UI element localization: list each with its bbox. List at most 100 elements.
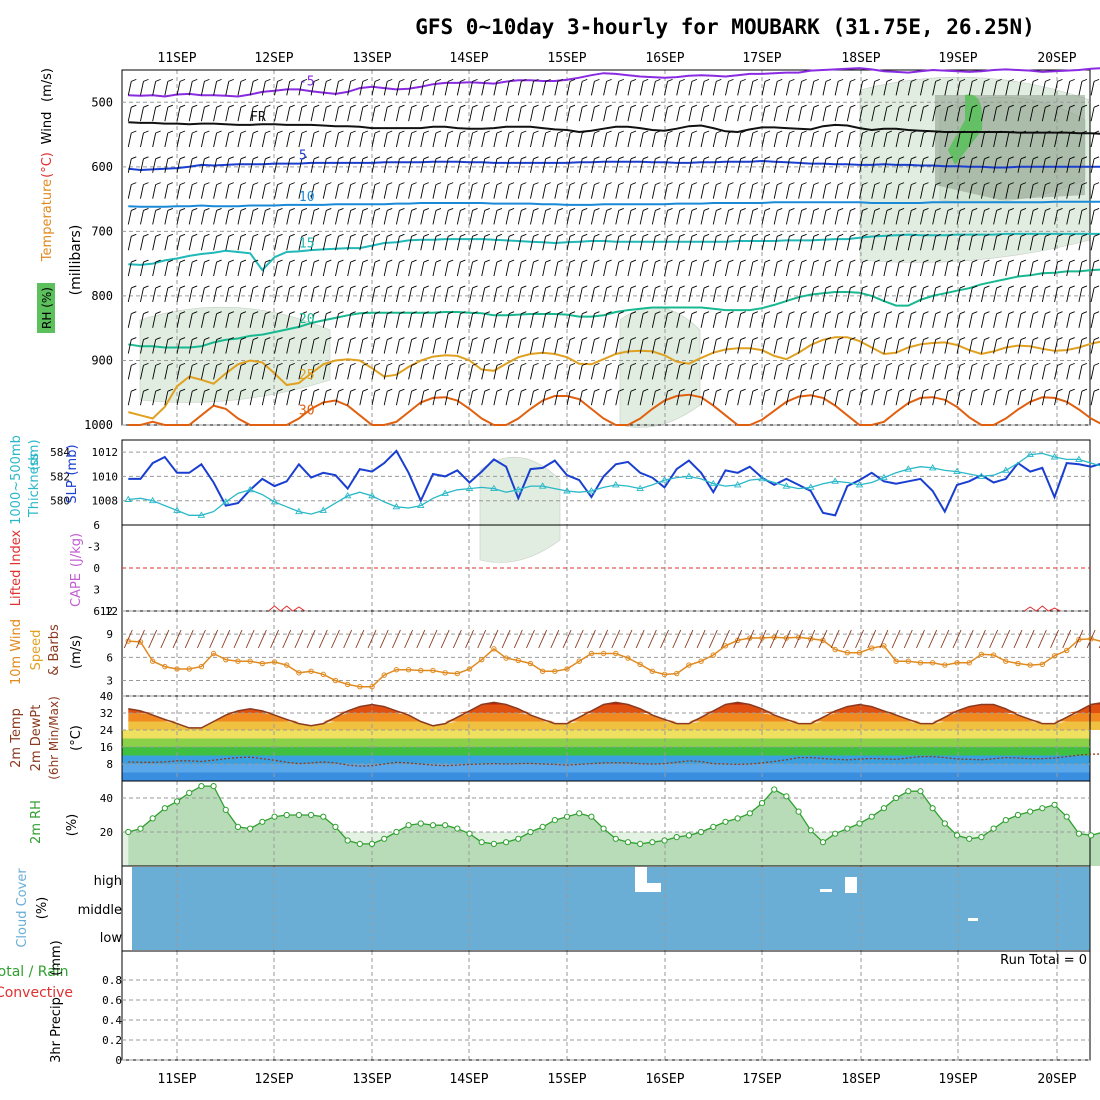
wind-barb-flag [167,233,174,237]
wind-barb [359,313,364,328]
wind-barb [688,339,693,354]
wind-barb-flag [338,78,344,82]
wind10-marker [661,671,668,678]
wind-barb [469,107,473,122]
wind-barb [237,391,242,406]
rh2m-marker [661,837,668,844]
wind-barb-flag [972,78,978,82]
wind-barb-flag [313,337,320,340]
wind-barb-flag [545,337,551,340]
wind-barb-flag [265,130,271,134]
wind-barb [603,107,608,122]
wind-barb-flag [1093,311,1100,315]
wind-barb-flag [703,285,710,289]
wind-barb-flag [338,130,344,134]
wind-barb-flag [374,208,381,211]
wind10-barb [769,629,779,649]
wind10-barb [148,629,158,649]
wind-barb [920,158,924,173]
wind-barb-flag [935,285,941,289]
wind-barb [469,132,473,148]
wind10-barb [209,629,219,649]
rh-label-2m: 2m RH [29,800,44,844]
wind10-barb [976,629,986,649]
wind-barb-flag [533,78,539,82]
wind-barb-flag [192,337,198,340]
wind-barb [895,313,900,328]
wind-barb-flag [923,233,929,237]
wind-barb-flag [911,78,917,82]
wind-barb [554,210,559,225]
rh2m-marker [393,828,400,836]
wind-barb-flag [399,208,405,211]
wind-barb-flag [1020,337,1027,340]
wind-barb [493,365,498,380]
wind-barb [980,339,985,354]
wind-barb-flag [898,182,905,186]
wind-barb [578,287,583,303]
wind-barb-flag [618,337,624,340]
wind10-marker [296,670,302,676]
wind-barb-flag [155,182,161,186]
wind-barb [859,391,863,406]
wind-barb [408,132,413,148]
wind-barb-flag [484,233,490,237]
wind-barb [152,236,157,251]
wind-barb-flag [521,259,527,263]
wind10-marker [1088,636,1094,642]
rh2m-marker [673,834,680,841]
wind-barb-flag [350,259,356,263]
wind-barb-flag [923,311,929,315]
wind-barb-flag [728,362,734,366]
rh2m-marker [125,828,132,836]
wind-barb-flag [179,285,186,289]
wind-barb-flag [460,311,466,315]
wind-barb [530,158,534,173]
wind-barb-flag [1069,362,1075,366]
wind-barb [639,132,644,148]
wind-barb-flag [265,259,271,263]
rh2m-marker [880,805,888,812]
wind-barb-flag [825,259,832,263]
wind-barb-flag [1008,182,1014,186]
wind-barb-flag [740,311,746,315]
wind-barb [383,261,388,277]
wind-barb-flag [764,388,771,392]
wind-label-unit: (m/s) [69,635,84,669]
rh2m-marker [1027,808,1034,815]
wind-barb-flag [679,156,685,160]
wind-barb [530,210,534,225]
wind10-barb [599,629,609,649]
wind-barb [286,391,291,406]
wind-barb-flag [326,311,332,315]
wind-barb [737,107,742,122]
wind-barb [310,210,315,225]
wind-barb-flag [984,388,990,392]
wind-barb [749,81,754,96]
cloud-gap [647,883,661,892]
wind-barb [456,236,461,251]
wind-barb-flag [460,182,466,186]
wind-barb-flag [630,130,637,134]
wind-barb-flag [679,311,685,315]
wind10-barb [257,629,267,649]
wind-barb [298,261,303,277]
wind-barb [761,236,766,251]
wind-barb [200,210,205,225]
wind-barb-flag [813,337,819,340]
wind-barb [639,391,644,406]
wind-barb [432,287,437,303]
wind-barb-flag [411,259,417,263]
wind-barb [469,287,473,303]
wind-barb [907,391,912,406]
wind-barb [127,313,132,328]
wind-barb-flag [435,259,442,263]
wind-barb-flag [338,104,344,108]
wind-barb-flag [789,233,795,237]
wind-barb-flag [496,104,503,108]
wind10-marker [710,652,716,658]
wind-barb-flag [1045,362,1051,366]
wind-barb-flag [131,233,137,237]
rh2m-marker [1063,813,1070,820]
wind-barb [773,184,778,199]
